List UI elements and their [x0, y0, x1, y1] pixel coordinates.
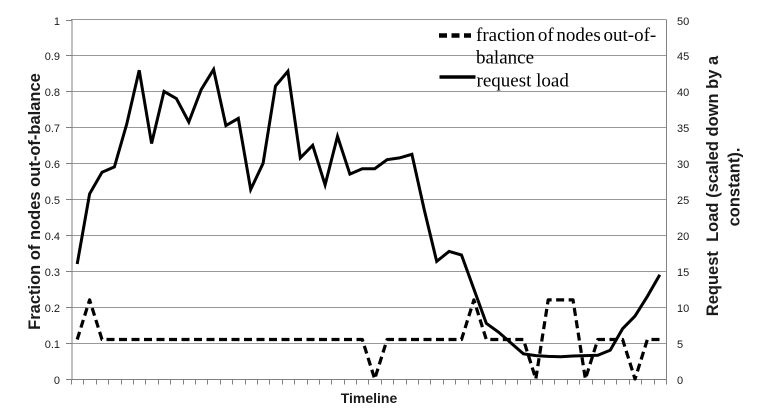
svg-text:50: 50: [677, 16, 689, 28]
svg-text:balance: balance: [476, 48, 534, 69]
svg-text:35: 35: [677, 123, 689, 135]
svg-text:1: 1: [54, 16, 60, 28]
svg-text:0.1: 0.1: [45, 339, 60, 351]
svg-text:request load: request load: [477, 71, 570, 92]
svg-text:0.9: 0.9: [45, 51, 60, 63]
svg-text:20: 20: [677, 231, 689, 243]
svg-text:0.6: 0.6: [45, 159, 60, 171]
svg-text:Fraction of nodes out-of-balan: Fraction of nodes out-of-balance: [26, 73, 44, 330]
svg-text:0.5: 0.5: [45, 195, 60, 207]
svg-text:0.8: 0.8: [45, 87, 60, 99]
svg-text:15: 15: [677, 267, 689, 279]
svg-text:10: 10: [677, 303, 689, 315]
svg-text:0.4: 0.4: [45, 231, 60, 243]
svg-text:Timeline: Timeline: [341, 390, 398, 406]
svg-text:0.7: 0.7: [45, 123, 60, 135]
svg-text:Request Load (scaled down by: Request Load (scaled down by a: [704, 55, 722, 316]
svg-text:fraction of nodes out-of-: fraction of nodes out-of-: [476, 25, 656, 46]
svg-text:constant).: constant).: [726, 148, 744, 227]
svg-text:45: 45: [677, 51, 689, 63]
svg-text:25: 25: [677, 195, 689, 207]
svg-text:40: 40: [677, 87, 689, 99]
svg-text:0.2: 0.2: [45, 303, 60, 315]
svg-text:30: 30: [677, 159, 689, 171]
svg-text:0.3: 0.3: [45, 267, 60, 279]
svg-text:5: 5: [677, 339, 683, 351]
svg-text:0: 0: [54, 375, 60, 387]
svg-text:0: 0: [677, 375, 683, 387]
